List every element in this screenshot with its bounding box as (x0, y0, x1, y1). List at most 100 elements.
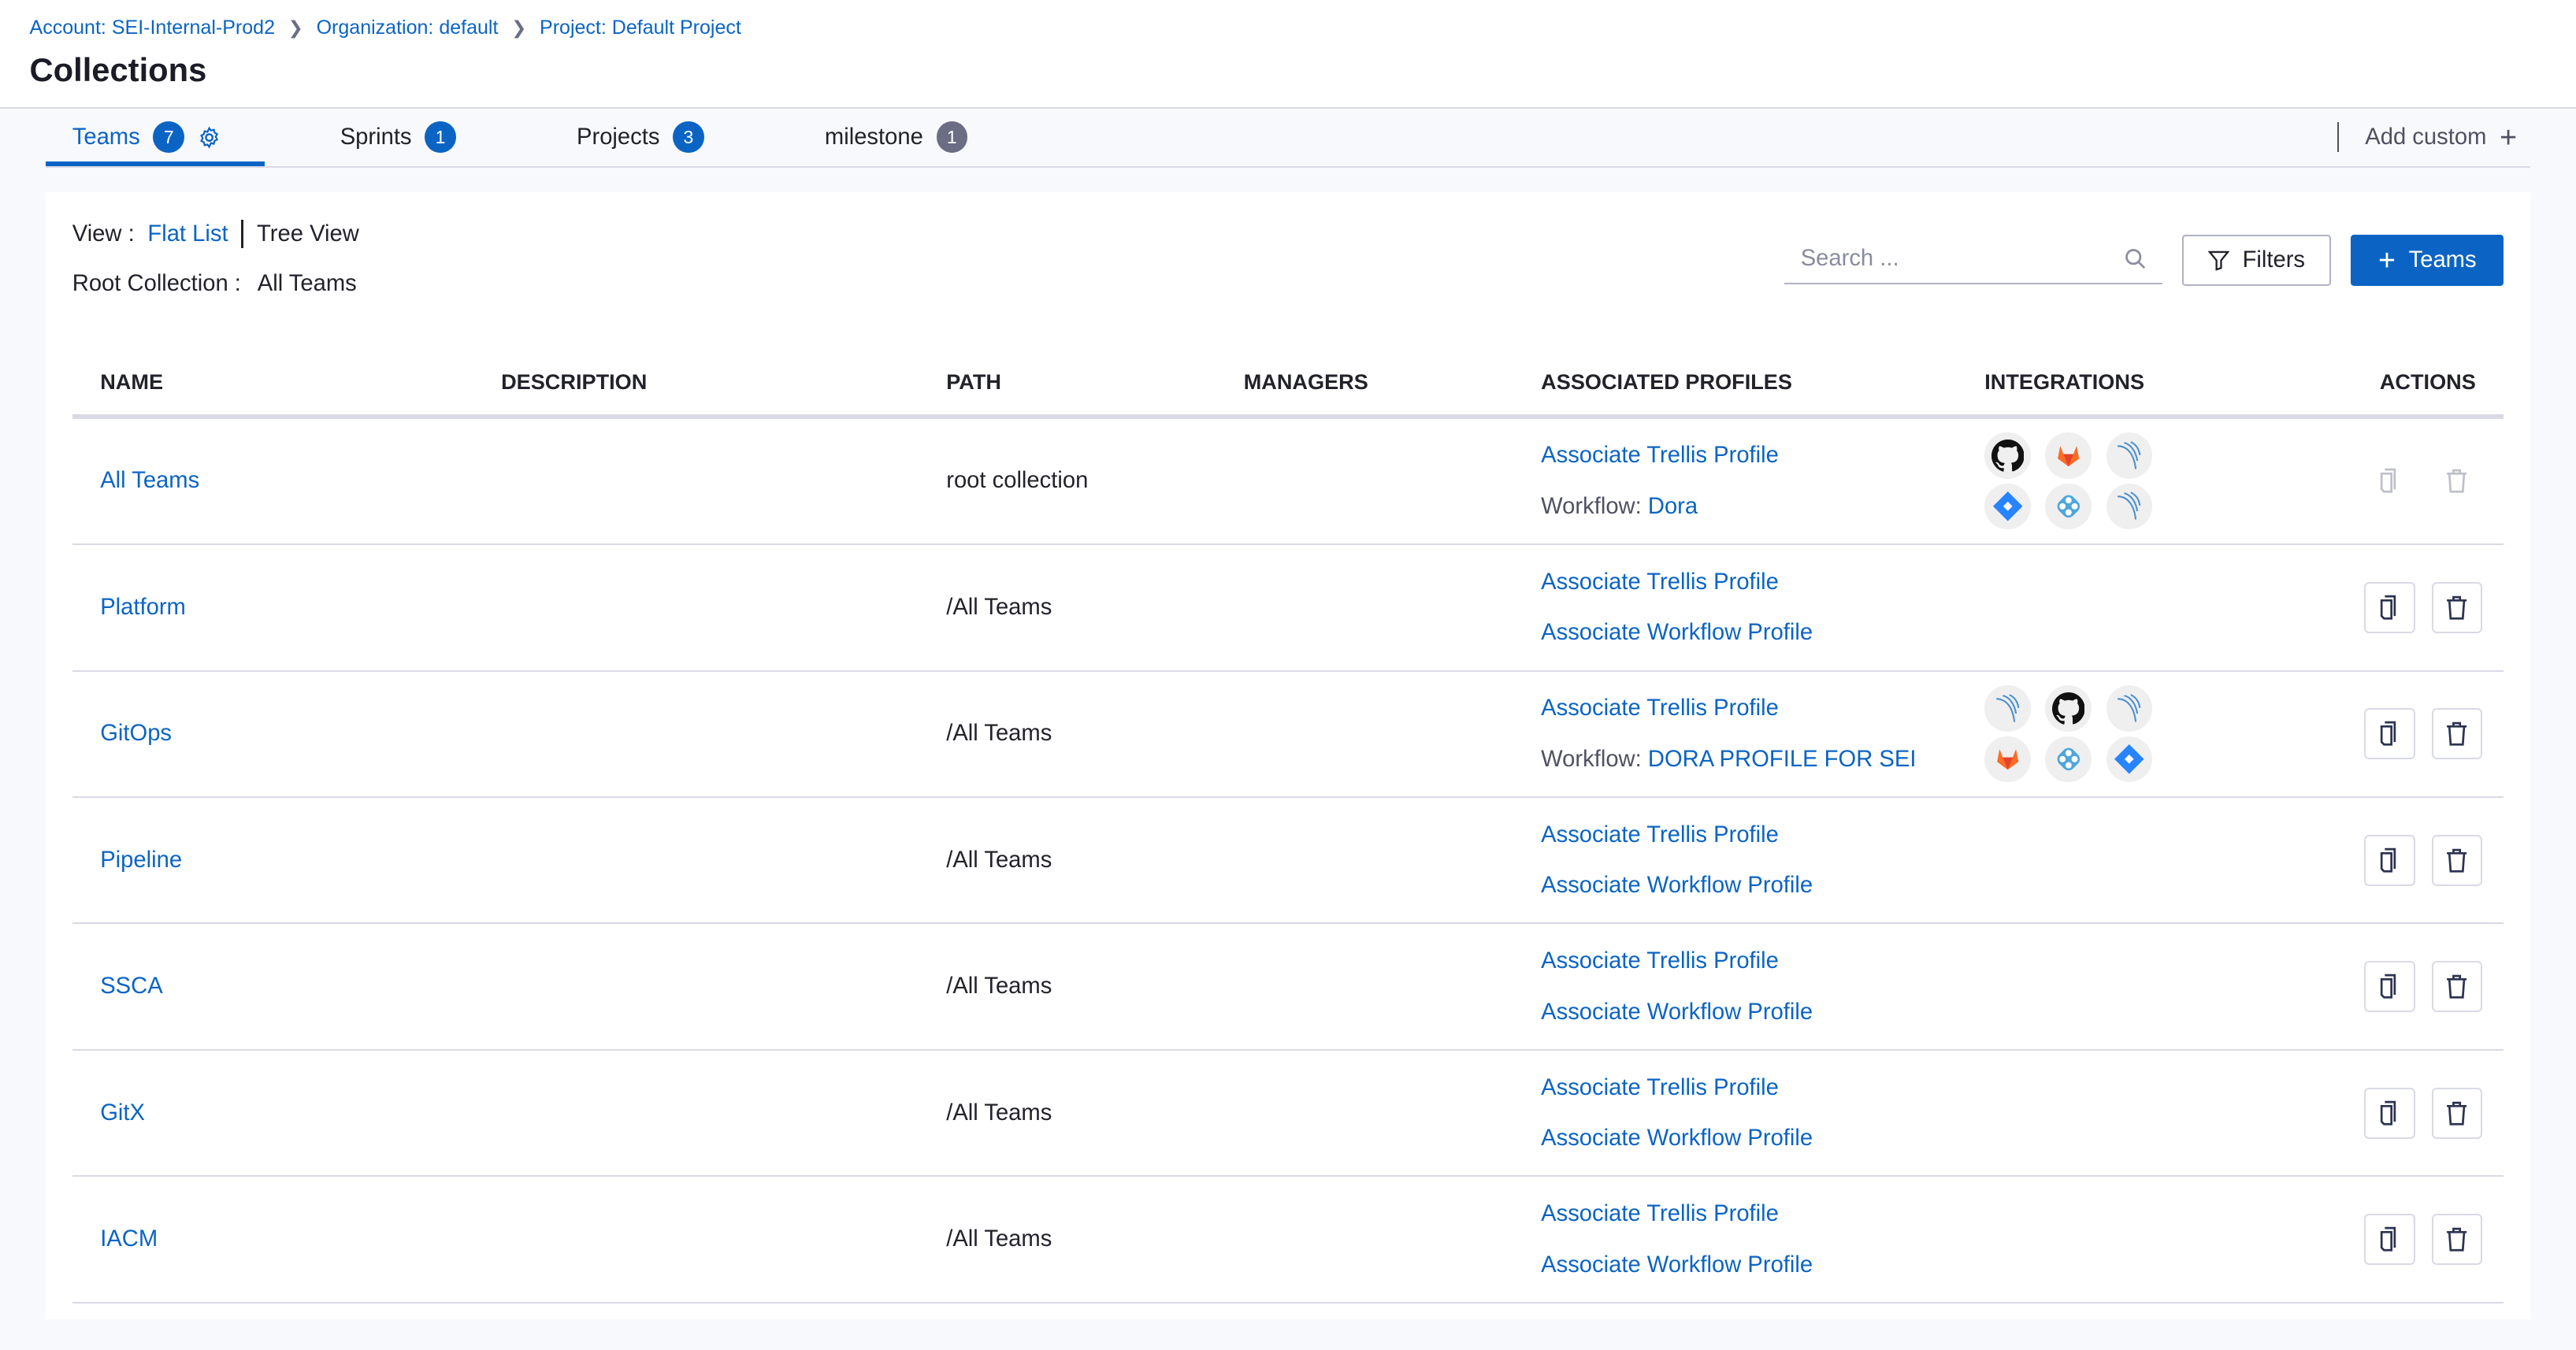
associate-trellis-profile-link[interactable]: Associate Trellis Profile (1541, 695, 1779, 721)
plus-icon: + (2378, 243, 2396, 277)
associate-workflow-profile-link[interactable]: Associate Workflow Profile (1541, 1126, 1813, 1152)
tree-view-option[interactable]: Tree View (257, 221, 359, 247)
workflow-profile-link[interactable]: Dora (1647, 493, 1698, 519)
workflow-label: Workflow: (1541, 746, 1642, 772)
flat-list-option[interactable]: Flat List (147, 221, 228, 247)
harness-icon (2106, 685, 2152, 732)
tab-sprints[interactable]: Sprints 1 (340, 109, 456, 166)
associate-trellis-profile-link[interactable]: Associate Trellis Profile (1541, 1201, 1779, 1227)
tab-teams[interactable]: Teams 7 (46, 109, 265, 166)
tab-label: Teams (72, 124, 140, 150)
actions-cell (2295, 923, 2504, 1051)
collection-name-link[interactable]: IACM (100, 1226, 158, 1252)
trash-icon (2445, 1226, 2468, 1252)
associate-trellis-profile-link[interactable]: Associate Trellis Profile (1541, 1074, 1779, 1100)
copy-icon (2378, 721, 2401, 747)
clone-button[interactable] (2364, 961, 2415, 1013)
table-row: Platform/All Teams Associate Trellis Prof… (72, 544, 2504, 672)
associated-profiles-cell: Associate Trellis Profile Associate Workf… (1541, 544, 1985, 672)
collection-name-link[interactable]: Pipeline (100, 847, 183, 873)
column-name[interactable]: NAME (72, 350, 502, 419)
clone-button[interactable] (2364, 708, 2415, 760)
delete-button[interactable] (2431, 961, 2483, 1013)
collection-name-link[interactable]: Platform (100, 594, 186, 620)
delete-button[interactable] (2431, 708, 2483, 760)
associate-workflow-profile-link[interactable]: Associate Workflow Profile (1541, 1252, 1813, 1278)
associate-trellis-profile-link[interactable]: Associate Trellis Profile (1541, 821, 1779, 847)
integrations-cell (1984, 1049, 2296, 1178)
path-cell: /All Teams (946, 796, 1244, 925)
delete-button[interactable] (2432, 455, 2483, 506)
filters-button[interactable]: Filters (2181, 235, 2332, 286)
copy-icon (2378, 1226, 2401, 1252)
clone-button[interactable] (2364, 455, 2415, 506)
associate-workflow-profile-link[interactable]: Associate Workflow Profile (1541, 873, 1813, 899)
delete-button[interactable] (2431, 834, 2483, 886)
table-row: SSCA/All Teams Associate Trellis Profile A… (72, 923, 2504, 1051)
trash-icon (2445, 1100, 2468, 1126)
table-row: All Teams root collection Associate Trelli… (72, 416, 2504, 546)
trash-icon (2445, 468, 2468, 494)
trash-icon (2445, 974, 2468, 1000)
associate-trellis-profile-link[interactable]: Associate Trellis Profile (1541, 569, 1779, 595)
breadcrumb-project[interactable]: Project: Default Project (540, 16, 741, 39)
associate-workflow-profile-link[interactable]: Associate Workflow Profile (1541, 620, 1813, 646)
divider (241, 220, 244, 248)
root-collection: Root Collection : All Teams (72, 271, 357, 297)
managers-cell (1243, 416, 1542, 546)
delete-button[interactable] (2431, 1087, 2483, 1139)
delete-button[interactable] (2431, 1214, 2483, 1265)
tab-label: Sprints (340, 124, 412, 150)
breadcrumb-account[interactable]: Account: SEI-Internal-Prod2 (29, 16, 275, 39)
tab-milestone[interactable]: milestone 1 (825, 109, 968, 166)
gear-icon[interactable] (198, 126, 221, 149)
path-cell: /All Teams (946, 923, 1244, 1051)
root-collection-value[interactable]: All Teams (257, 271, 357, 297)
add-custom-button[interactable]: Add custom + (2337, 109, 2517, 166)
azure-icon (2045, 736, 2092, 783)
delete-button[interactable] (2431, 581, 2483, 633)
chevron-right-icon: ❯ (511, 17, 527, 38)
path-cell: /All Teams (946, 670, 1244, 798)
search-placeholder: Search ... (1800, 246, 1899, 271)
associated-profiles-cell: Associate Trellis Profile Associate Workf… (1541, 1176, 1985, 1304)
harness-icon (2106, 432, 2152, 479)
copy-icon (2378, 1100, 2401, 1126)
actions-cell (2295, 670, 2504, 798)
count-badge: 3 (673, 121, 704, 153)
page-title: Collections (29, 50, 207, 88)
breadcrumb-organization[interactable]: Organization: default (316, 16, 499, 39)
plus-icon: + (2500, 120, 2517, 154)
associated-profiles-cell: Associate Trellis Profile Associate Workf… (1541, 923, 1985, 1051)
workflow-profile-link[interactable]: DORA PROFILE FOR SEI (1647, 746, 1917, 772)
collection-name-link[interactable]: All Teams (100, 468, 200, 494)
workflow-profile: Workflow: Dora (1541, 481, 1984, 532)
clone-button[interactable] (2364, 1087, 2415, 1139)
clone-button[interactable] (2364, 581, 2415, 633)
add-teams-button[interactable]: + Teams (2351, 235, 2504, 286)
view-label: View : (72, 221, 135, 247)
filters-label: Filters (2242, 247, 2306, 273)
collection-name-link[interactable]: SSCA (100, 974, 163, 1000)
integrations-cell (1984, 1176, 2296, 1304)
gitlab-icon (2045, 432, 2092, 479)
description-cell (501, 1049, 947, 1178)
associate-trellis-profile-link[interactable]: Associate Trellis Profile (1541, 443, 1779, 469)
collection-name-link[interactable]: GitOps (100, 721, 173, 747)
integrations-cell (1984, 416, 2296, 546)
table-row: IACM/All Teams Associate Trellis Profile A… (72, 1176, 2504, 1304)
managers-cell (1243, 1176, 1542, 1304)
actions-cell (2295, 796, 2504, 925)
column-description: DESCRIPTION (501, 350, 947, 419)
associate-trellis-profile-link[interactable]: Associate Trellis Profile (1541, 948, 1779, 974)
associated-profiles-cell: Associate Trellis Profile Workflow: DORA … (1541, 670, 1985, 798)
collection-name-link[interactable]: GitX (100, 1100, 145, 1126)
clone-button[interactable] (2364, 834, 2415, 886)
associate-workflow-profile-link[interactable]: Associate Workflow Profile (1541, 999, 1813, 1025)
search-input[interactable]: Search ... (1784, 235, 2162, 284)
copy-icon (2378, 468, 2401, 494)
tab-bar: Teams 7 Sprints 1 Projects 3 milestone 1 Ad… (46, 109, 2530, 168)
tab-projects[interactable]: Projects 3 (577, 109, 704, 166)
clone-button[interactable] (2364, 1214, 2415, 1265)
